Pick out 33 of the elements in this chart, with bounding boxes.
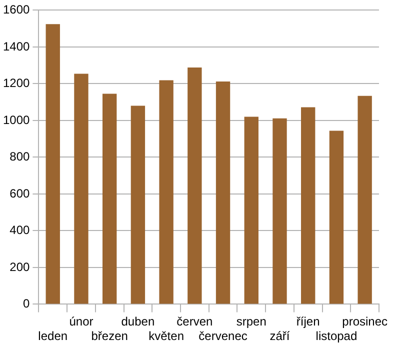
bar bbox=[74, 74, 88, 304]
bar bbox=[358, 96, 372, 304]
y-tick-label: 800 bbox=[10, 150, 30, 164]
x-tick-label: říjen bbox=[296, 314, 320, 329]
x-tick-label: duben bbox=[121, 314, 155, 329]
bar bbox=[159, 80, 174, 304]
x-tick-label: červen bbox=[176, 314, 213, 329]
y-tick-label: 1000 bbox=[2, 112, 30, 127]
y-tick-label: 0 bbox=[23, 296, 30, 311]
x-tick-label: leden bbox=[38, 329, 68, 344]
y-tick-label: 1400 bbox=[2, 39, 30, 54]
bar bbox=[102, 94, 117, 304]
bar bbox=[244, 116, 258, 304]
bar bbox=[301, 107, 316, 304]
bar bbox=[130, 106, 146, 304]
x-tick-label: listopad bbox=[316, 329, 358, 344]
x-tick-label: březen bbox=[91, 329, 128, 344]
bar bbox=[46, 24, 60, 304]
y-tick-label: 600 bbox=[10, 186, 30, 200]
y-tick-label: 1600 bbox=[2, 2, 30, 17]
x-tick-label: srpen bbox=[236, 314, 266, 329]
bar bbox=[188, 68, 202, 304]
x-tick-label: září bbox=[270, 329, 290, 344]
x-tick-label: květen bbox=[148, 329, 184, 344]
y-tick-label: 1200 bbox=[2, 76, 30, 90]
x-tick-label: únor bbox=[69, 314, 94, 329]
bar bbox=[329, 130, 344, 304]
y-tick-label: 400 bbox=[10, 223, 30, 238]
y-tick-label: 200 bbox=[10, 260, 30, 274]
x-tick-label: prosinec bbox=[342, 314, 388, 329]
bar bbox=[272, 118, 287, 304]
bar bbox=[216, 81, 230, 304]
x-tick-label: červenec bbox=[198, 329, 248, 344]
